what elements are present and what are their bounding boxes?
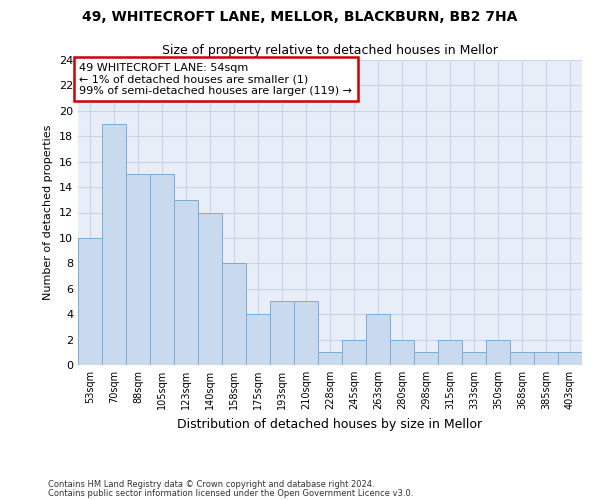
Bar (486, 340, 510, 365)
Bar (246, 314, 270, 365)
Bar (222, 264, 246, 365)
Bar (366, 314, 390, 365)
Bar (198, 212, 222, 365)
Bar (534, 352, 558, 365)
Bar (126, 174, 150, 365)
Bar (510, 352, 534, 365)
Bar (150, 174, 174, 365)
X-axis label: Distribution of detached houses by size in Mellor: Distribution of detached houses by size … (178, 418, 482, 430)
Text: 49 WHITECROFT LANE: 54sqm
← 1% of detached houses are smaller (1)
99% of semi-de: 49 WHITECROFT LANE: 54sqm ← 1% of detach… (79, 62, 352, 96)
Bar (318, 352, 342, 365)
Text: 49, WHITECROFT LANE, MELLOR, BLACKBURN, BB2 7HA: 49, WHITECROFT LANE, MELLOR, BLACKBURN, … (82, 10, 518, 24)
Text: Contains public sector information licensed under the Open Government Licence v3: Contains public sector information licen… (48, 488, 413, 498)
Bar (414, 352, 438, 365)
Bar (270, 302, 294, 365)
Bar (174, 200, 198, 365)
Bar (462, 352, 486, 365)
Text: Contains HM Land Registry data © Crown copyright and database right 2024.: Contains HM Land Registry data © Crown c… (48, 480, 374, 489)
Bar (342, 340, 366, 365)
Title: Size of property relative to detached houses in Mellor: Size of property relative to detached ho… (162, 44, 498, 58)
Bar (558, 352, 582, 365)
Bar (438, 340, 462, 365)
Bar (78, 238, 102, 365)
Bar (390, 340, 414, 365)
Y-axis label: Number of detached properties: Number of detached properties (43, 125, 53, 300)
Bar (294, 302, 318, 365)
Bar (102, 124, 126, 365)
